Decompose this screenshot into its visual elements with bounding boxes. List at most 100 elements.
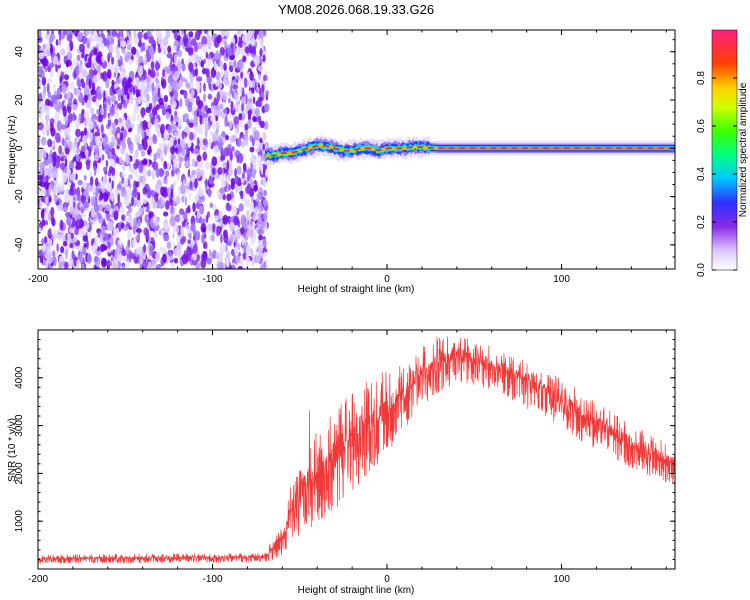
noise-blob	[141, 131, 145, 139]
noise-blob	[215, 251, 220, 260]
noise-blob	[236, 75, 240, 81]
signal-peak	[517, 146, 523, 150]
noise-blob	[107, 52, 111, 63]
colorbar-label: Normalized spectral amplitude	[738, 82, 749, 217]
noise-blob	[198, 187, 204, 197]
noise-blob	[155, 77, 159, 84]
noise-blob	[180, 183, 186, 195]
noise-blob	[241, 87, 245, 98]
noise-blob	[212, 167, 216, 176]
snr-axes: -200 -100 0 100 1000 2000 3000 4000	[14, 329, 675, 585]
noise-blob	[99, 244, 105, 253]
noise-blob	[81, 226, 88, 232]
noise-blob	[188, 62, 194, 72]
noise-blob	[165, 111, 170, 120]
noise-blob	[102, 166, 108, 172]
noise-blob	[61, 172, 68, 183]
noise-blob	[79, 43, 85, 53]
noise-blob	[212, 132, 219, 142]
noise-blob	[187, 104, 193, 113]
noise-blob	[83, 242, 87, 248]
noise-blob	[96, 92, 103, 101]
noise-blob	[143, 54, 147, 66]
noise-blob	[259, 263, 265, 269]
noise-blob	[188, 122, 194, 128]
noise-blob	[53, 55, 59, 65]
noise-blob	[178, 79, 183, 88]
noise-blob	[136, 228, 142, 234]
noise-blob	[99, 233, 103, 243]
noise-blob	[38, 52, 45, 60]
noise-blob	[259, 58, 263, 65]
x-tick-label: -200	[28, 574, 48, 585]
noise-blob	[197, 41, 203, 50]
noise-blob	[214, 98, 219, 104]
noise-blob	[164, 178, 168, 185]
noise-blob	[152, 170, 155, 181]
noise-blob	[227, 166, 233, 177]
noise-blob	[123, 195, 128, 206]
noise-blob	[170, 183, 174, 190]
noise-blob	[101, 181, 106, 188]
noise-blob	[143, 227, 149, 236]
noise-blob	[206, 257, 213, 265]
noise-blob	[140, 45, 144, 53]
noise-blob	[40, 209, 45, 220]
noise-blob	[254, 215, 259, 220]
noise-blob	[223, 233, 229, 244]
noise-blob	[165, 200, 170, 210]
noise-blob	[154, 118, 159, 128]
noise-blob	[44, 196, 49, 204]
noise-blob	[46, 30, 50, 35]
noise-blob	[137, 123, 141, 134]
noise-blob	[134, 133, 141, 144]
noise-blob	[231, 205, 238, 216]
noise-blob	[234, 168, 237, 178]
noise-blob	[68, 259, 73, 266]
noise-blob	[208, 137, 212, 149]
noise-blob	[181, 63, 186, 72]
noise-blob	[170, 55, 173, 63]
noise-blob	[141, 169, 148, 178]
signal-peak	[559, 146, 565, 150]
noise-blob	[121, 116, 126, 128]
noise-blob	[86, 162, 91, 171]
noise-blob	[181, 147, 186, 157]
noise-blob	[53, 184, 57, 196]
noise-blob	[153, 96, 157, 108]
noise-blob	[250, 247, 254, 257]
y-tick-label: 4000	[14, 366, 25, 389]
noise-blob	[179, 98, 183, 108]
noise-blob	[87, 57, 91, 66]
noise-blob	[248, 210, 252, 221]
noise-blob	[128, 58, 133, 65]
noise-blob	[203, 145, 207, 151]
noise-blob	[135, 246, 142, 255]
noise-blob	[147, 137, 152, 148]
signal-peak	[286, 151, 292, 155]
noise-blob	[39, 181, 46, 188]
noise-blob	[198, 30, 203, 35]
noise-blob	[239, 133, 242, 140]
signal-peak	[580, 146, 585, 150]
signal-peak	[611, 146, 617, 150]
noise-blob	[253, 184, 259, 192]
noise-blob	[170, 145, 176, 155]
noise-blob	[65, 232, 68, 242]
noise-blob	[227, 250, 230, 257]
noise-blob	[187, 239, 191, 245]
noise-blob	[107, 119, 112, 128]
noise-blob	[202, 151, 207, 161]
noise-blob	[184, 196, 188, 206]
noise-blob	[232, 84, 239, 90]
noise-blob	[208, 83, 212, 91]
noise-blob	[258, 234, 263, 241]
y-tick-label: 1000	[14, 510, 25, 533]
noise-blob	[86, 253, 92, 264]
noise-blob	[227, 98, 231, 104]
noise-blob	[163, 211, 169, 217]
noise-blob	[130, 46, 137, 55]
noise-blob	[70, 206, 75, 214]
noise-blob	[247, 119, 252, 129]
noise-blob	[138, 207, 144, 216]
